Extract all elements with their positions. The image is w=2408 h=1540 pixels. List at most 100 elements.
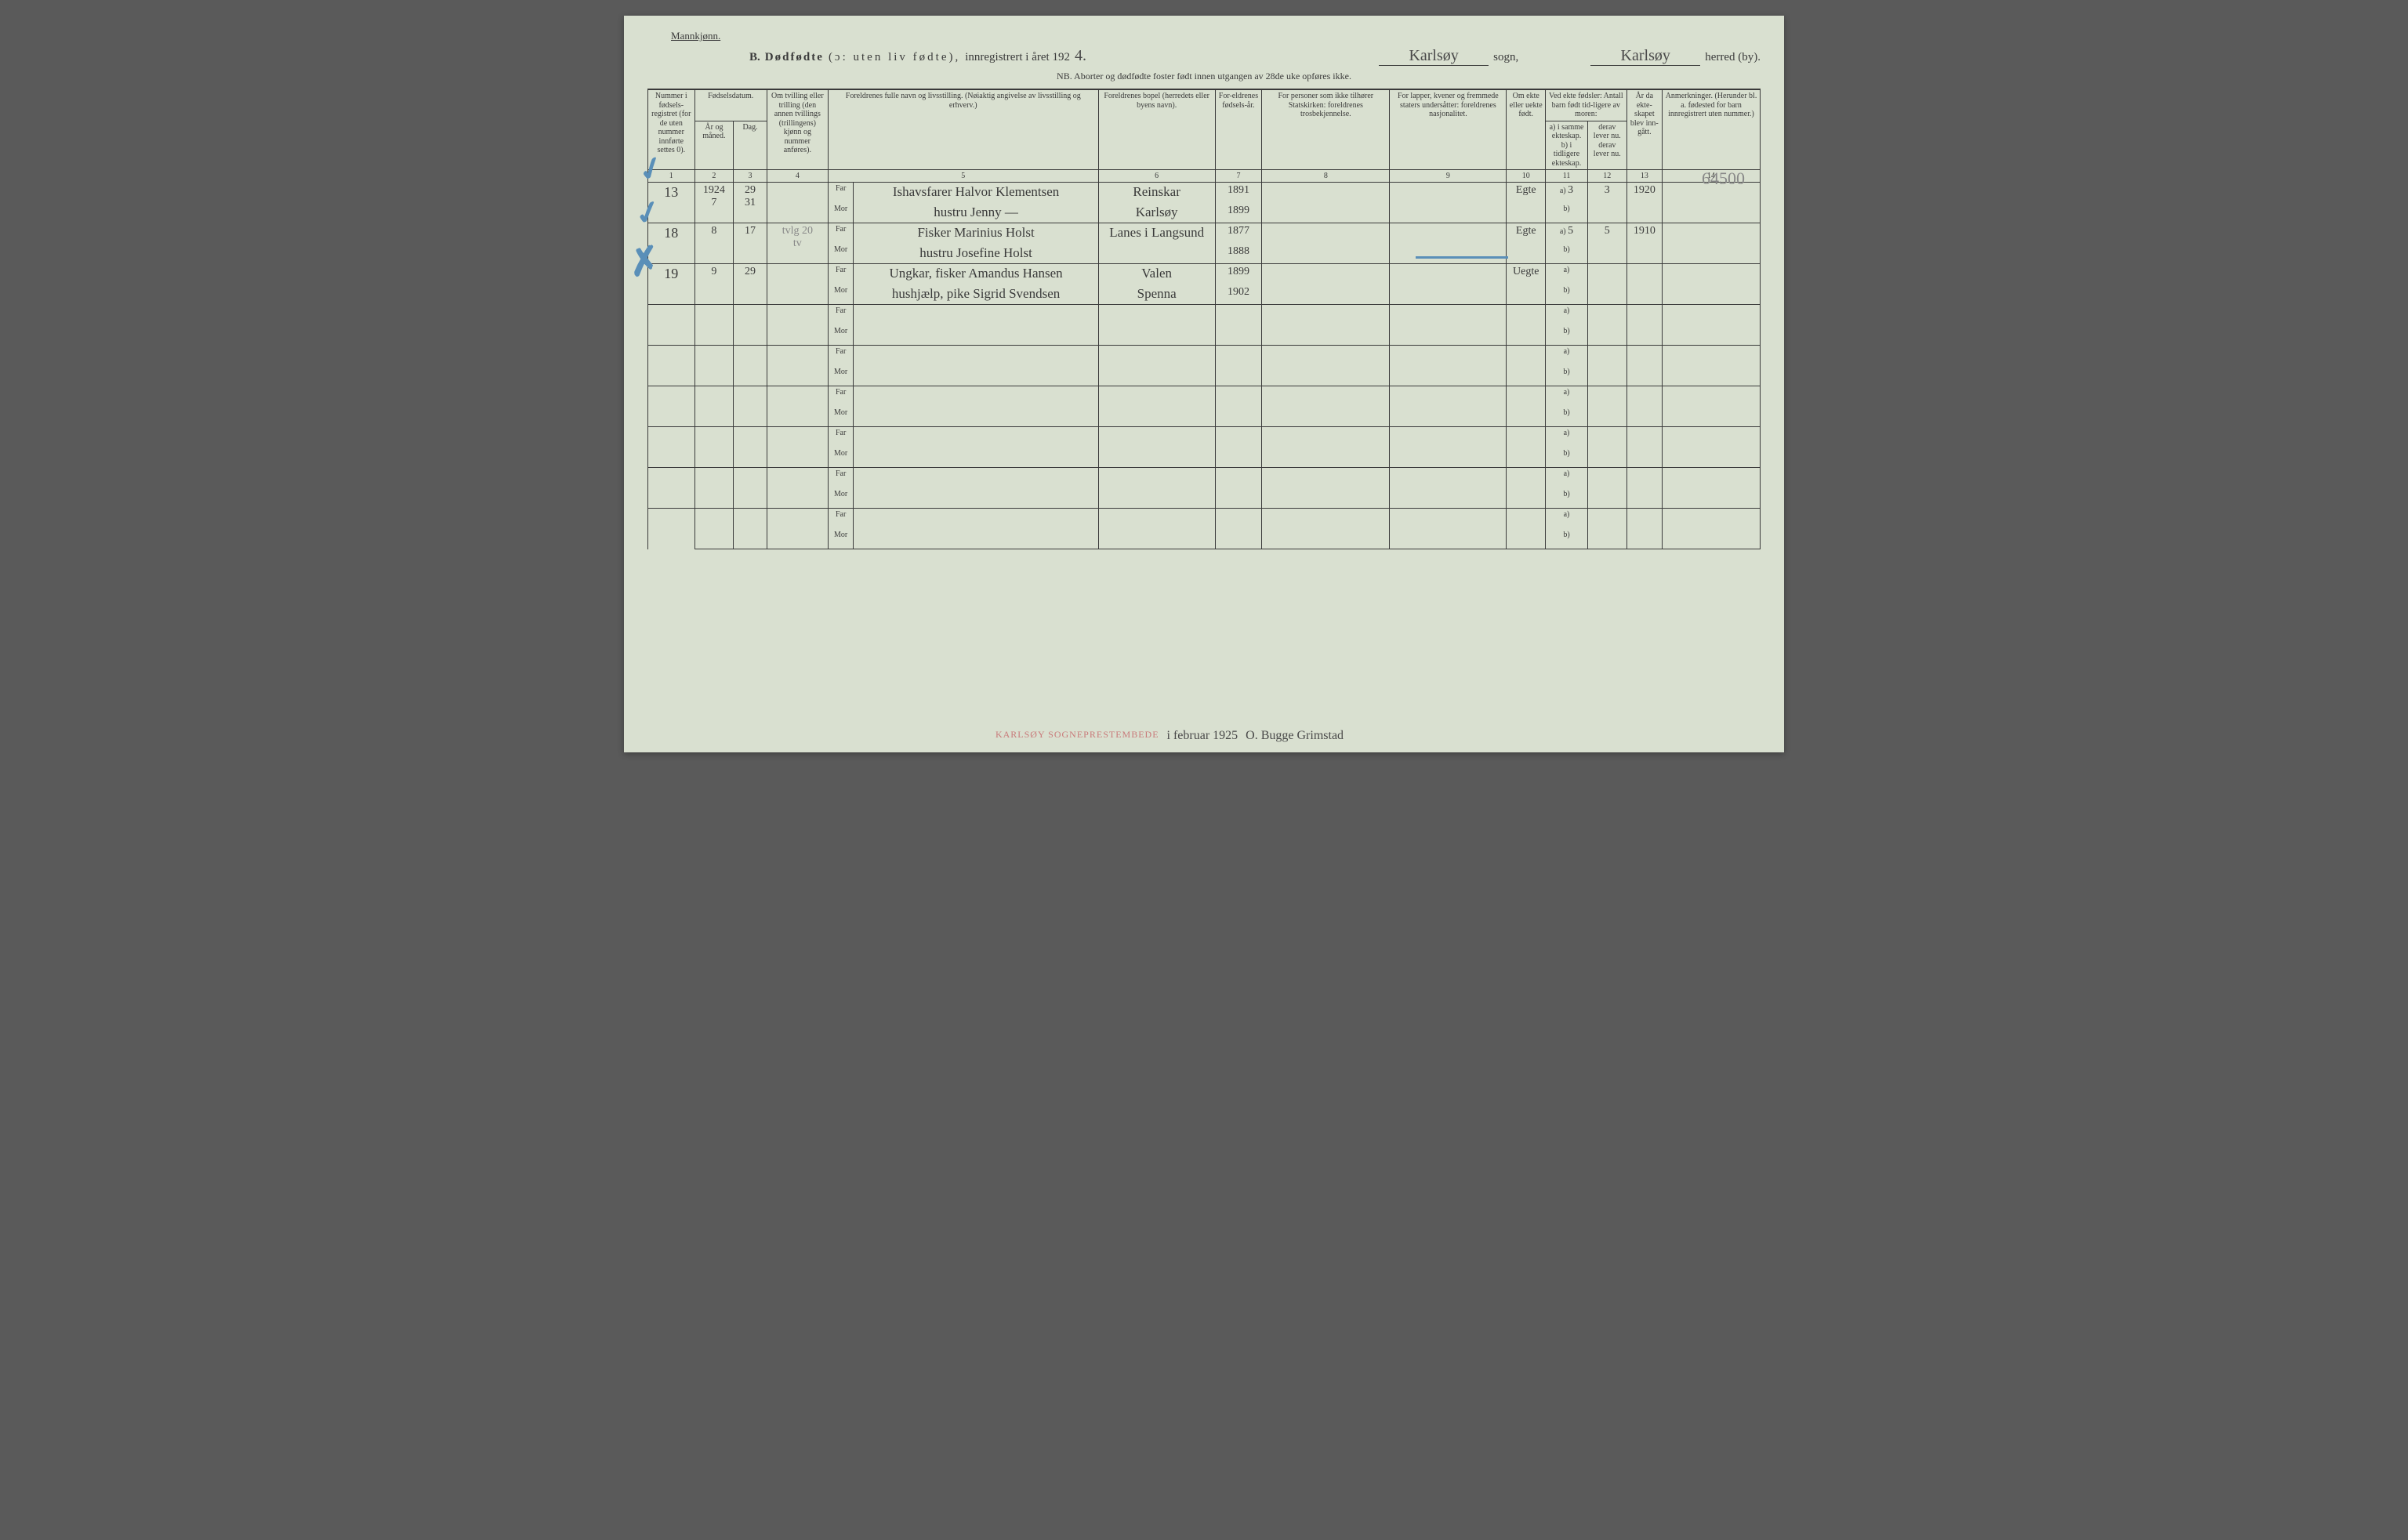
cell-number xyxy=(648,427,695,468)
cell-day: 17 xyxy=(734,223,767,264)
col-header-2-top: Fødselsdatum. xyxy=(694,89,767,121)
cell-far-year xyxy=(1215,468,1262,488)
cell-far-bopel: Valen xyxy=(1098,264,1215,284)
colnum: 4 xyxy=(767,170,828,183)
col-header-11: a) i samme ekteskap. b) i tidligere ekte… xyxy=(1546,121,1588,170)
cell-religion xyxy=(1262,427,1390,468)
cell-mor-label: Mor xyxy=(828,244,854,264)
cell-number xyxy=(648,305,695,346)
cell-c11-a: a) xyxy=(1546,386,1588,407)
cell-c11-b: b) xyxy=(1546,529,1588,549)
cell-c12: 3 xyxy=(1587,183,1626,203)
cell-far-label: Far xyxy=(828,305,854,325)
cell-c12-b xyxy=(1587,448,1626,468)
sogn-label: sogn, xyxy=(1493,51,1518,64)
footer-date: i februar 1925 xyxy=(1167,729,1238,743)
cell-c11-a: a) 3 xyxy=(1546,183,1588,203)
cell-year-month xyxy=(694,346,734,386)
cell-c12 xyxy=(1587,427,1626,448)
cell-mor-year: 1899 xyxy=(1215,203,1262,223)
cell-twin xyxy=(767,264,828,305)
table-body: 131924 729 31FarIshavsfarer Halvor Kleme… xyxy=(648,183,1761,549)
cell-ekte xyxy=(1507,509,1546,549)
cell-c11-b: b) xyxy=(1546,448,1588,468)
colnum: 3 xyxy=(734,170,767,183)
nb-line: NB. Aborter og dødfødte foster født inne… xyxy=(647,71,1761,82)
table-row-far: Far a) xyxy=(648,386,1761,407)
cell-number xyxy=(648,386,695,427)
cell-c11-a: a) xyxy=(1546,509,1588,529)
cell-nationality xyxy=(1390,386,1507,427)
cell-day: 29 xyxy=(734,264,767,305)
cell-ekte: Egte xyxy=(1507,223,1546,264)
col-header-9: For lapper, kvener og fremmede staters u… xyxy=(1390,89,1507,170)
cell-mor-name xyxy=(854,529,1098,549)
cell-mor-bopel xyxy=(1098,244,1215,264)
cell-c11-b: b) xyxy=(1546,325,1588,346)
cell-religion xyxy=(1262,509,1390,549)
col-header-4: Om tvilling eller trilling (den annen tv… xyxy=(767,89,828,170)
cell-far-year: 1877 xyxy=(1215,223,1262,244)
cell-religion xyxy=(1262,386,1390,427)
cell-far-label: Far xyxy=(828,223,854,244)
year-suffix: 4. xyxy=(1075,47,1086,65)
cell-c12 xyxy=(1587,305,1626,325)
cell-day xyxy=(734,305,767,346)
cell-mor-year xyxy=(1215,448,1262,468)
cell-mor-name xyxy=(854,366,1098,386)
cell-year-month xyxy=(694,509,734,549)
cell-far-bopel xyxy=(1098,386,1215,407)
cell-mor-name xyxy=(854,407,1098,427)
colnum: 11 xyxy=(1546,170,1588,183)
cell-mor-bopel xyxy=(1098,529,1215,549)
table-row-far: Fara) xyxy=(648,427,1761,448)
cell-mor-year xyxy=(1215,488,1262,509)
cell-c12 xyxy=(1587,468,1626,488)
col-header-2b: Dag. xyxy=(734,121,767,170)
cell-far-label: Far xyxy=(828,427,854,448)
cell-mor-year xyxy=(1215,529,1262,549)
cell-nationality xyxy=(1390,427,1507,468)
table-row-far: 131924 729 31FarIshavsfarer Halvor Kleme… xyxy=(648,183,1761,203)
herred-value: Karlsøy xyxy=(1590,47,1700,66)
cell-notes xyxy=(1663,427,1761,468)
cell-notes xyxy=(1663,386,1761,427)
cell-far-label: Far xyxy=(828,386,854,407)
cell-nationality xyxy=(1390,468,1507,509)
cell-twin xyxy=(767,386,828,427)
cell-far-name xyxy=(854,346,1098,366)
table-row-far: Far a) xyxy=(648,509,1761,529)
table-row-far: Fara) xyxy=(648,305,1761,325)
cell-ekte: Egte xyxy=(1507,183,1546,223)
col-header-6: Foreldrenes bopel (herredets eller byens… xyxy=(1098,89,1215,170)
cell-far-label: Far xyxy=(828,509,854,529)
cell-mor-label: Mor xyxy=(828,366,854,386)
cell-religion xyxy=(1262,346,1390,386)
cell-mor-year: 1902 xyxy=(1215,284,1262,305)
cell-far-name xyxy=(854,468,1098,488)
cell-c13: 1910 xyxy=(1626,223,1662,264)
col-header-14: Anmerkninger. (Herunder bl. a. fødested … xyxy=(1663,89,1761,170)
cell-day xyxy=(734,386,767,427)
col-header-5: Foreldrenes fulle navn og livsstilling. … xyxy=(828,89,1098,170)
section-letter: B. xyxy=(749,51,760,64)
cell-mor-label: Mor xyxy=(828,407,854,427)
title-bold: Dødfødte xyxy=(765,51,824,64)
cell-mor-label: Mor xyxy=(828,488,854,509)
col-header-2a: År og måned. xyxy=(694,121,734,170)
colnum: 6 xyxy=(1098,170,1215,183)
table-header: Nummer i fødsels-registret (for de uten … xyxy=(648,89,1761,183)
cell-c12-b xyxy=(1587,203,1626,223)
cell-c13 xyxy=(1626,305,1662,346)
cell-far-name: Fisker Marinius Holst xyxy=(854,223,1098,244)
cell-far-label: Far xyxy=(828,346,854,366)
cell-c11-a: a) xyxy=(1546,468,1588,488)
cell-mor-label: Mor xyxy=(828,203,854,223)
cell-day xyxy=(734,346,767,386)
cell-twin xyxy=(767,183,828,223)
blue-strike-line xyxy=(1416,256,1508,259)
cell-c11-a: a) xyxy=(1546,264,1588,284)
col-header-12: derav lever nu. derav lever nu. xyxy=(1587,121,1626,170)
cell-twin xyxy=(767,346,828,386)
cell-far-bopel xyxy=(1098,346,1215,366)
